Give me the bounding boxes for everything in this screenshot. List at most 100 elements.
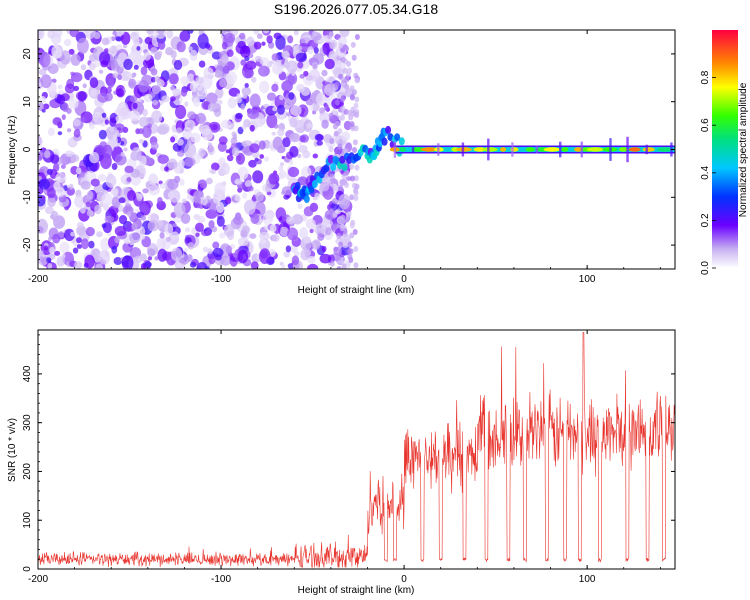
noise-blob bbox=[190, 132, 201, 143]
snr-y-tick-label: 0 bbox=[22, 566, 33, 572]
signal-peak bbox=[642, 147, 655, 152]
noise-blob bbox=[109, 117, 117, 127]
noise-blob bbox=[200, 124, 211, 136]
noise-blob bbox=[344, 83, 350, 90]
noise-blob bbox=[86, 209, 94, 217]
noise-blob bbox=[189, 49, 198, 61]
noise-blob bbox=[349, 232, 355, 239]
noise-blob bbox=[199, 182, 207, 188]
drift-blob bbox=[385, 125, 392, 134]
noise-blob bbox=[70, 53, 81, 66]
colorbar: 0.0 0.2 0.4 0.6 0.8 Normalized spectral ampl… bbox=[700, 30, 749, 275]
noise-blob bbox=[297, 176, 309, 186]
noise-blob bbox=[312, 196, 317, 201]
noise-blob bbox=[332, 211, 338, 218]
noise-blob bbox=[124, 165, 134, 174]
noise-blob bbox=[76, 237, 82, 244]
noise-blob bbox=[289, 146, 299, 158]
noise-blob bbox=[187, 122, 193, 128]
colorbar-gradient bbox=[712, 30, 738, 268]
noise-blob bbox=[223, 224, 235, 237]
noise-blob bbox=[53, 30, 63, 38]
noise-blob bbox=[343, 120, 352, 131]
noise-blob bbox=[41, 108, 46, 113]
noise-blob bbox=[57, 131, 63, 136]
noise-blob bbox=[258, 140, 266, 150]
noise-blob bbox=[179, 30, 191, 42]
noise-blob bbox=[127, 211, 132, 217]
noise-blob bbox=[338, 42, 344, 49]
noise-blob bbox=[197, 215, 206, 224]
noise-blob bbox=[299, 227, 308, 239]
noise-blob bbox=[156, 237, 167, 250]
noise-blob bbox=[57, 84, 63, 90]
signal-sidelobe bbox=[626, 136, 629, 163]
noise-blob bbox=[300, 86, 311, 97]
noise-blob bbox=[256, 33, 263, 39]
noise-blob bbox=[74, 195, 85, 208]
noise-blob bbox=[75, 167, 82, 175]
noise-blob bbox=[140, 215, 146, 221]
snr-series-line bbox=[38, 332, 675, 569]
noise-blob bbox=[148, 184, 161, 196]
noise-blob bbox=[131, 222, 138, 231]
noise-blob bbox=[85, 201, 91, 208]
signal-peak bbox=[561, 147, 569, 152]
noise-blob bbox=[147, 212, 159, 223]
spectrogram-y-tick-label: -20 bbox=[22, 237, 33, 252]
noise-blob bbox=[287, 166, 300, 178]
noise-blob bbox=[74, 261, 83, 269]
spectrogram-y-tick-label: 0 bbox=[22, 146, 33, 152]
signal-sidelobe bbox=[609, 138, 612, 161]
noise-blob bbox=[336, 233, 342, 240]
noise-blob bbox=[113, 257, 123, 265]
noise-blob bbox=[54, 250, 61, 256]
noise-blob bbox=[296, 45, 303, 51]
noise-blob bbox=[84, 30, 96, 39]
noise-blob bbox=[147, 248, 156, 257]
noise-blob bbox=[121, 255, 134, 269]
noise-blob bbox=[352, 139, 358, 146]
noise-blob bbox=[329, 260, 335, 267]
noise-blob bbox=[38, 150, 45, 160]
noise-blob bbox=[264, 224, 269, 231]
noise-blob bbox=[47, 30, 56, 39]
noise-blob bbox=[334, 99, 340, 106]
noise-blob bbox=[196, 85, 208, 100]
noise-blob bbox=[288, 159, 294, 165]
noise-blob bbox=[152, 85, 161, 95]
noise-blob bbox=[341, 263, 347, 269]
noise-blob bbox=[152, 99, 159, 106]
noise-blob bbox=[185, 237, 192, 244]
noise-blob bbox=[349, 121, 355, 127]
noise-blob bbox=[232, 215, 244, 225]
noise-blob bbox=[131, 147, 142, 161]
noise-blob bbox=[101, 193, 113, 206]
noise-blob bbox=[64, 206, 69, 211]
noise-blob bbox=[128, 110, 141, 122]
snr-x-label: Height of straight line (km) bbox=[298, 585, 415, 596]
noise-blob bbox=[134, 255, 143, 263]
noise-blob bbox=[110, 187, 119, 196]
noise-blob bbox=[335, 33, 340, 40]
noise-blob bbox=[279, 115, 284, 121]
noise-blob bbox=[332, 224, 338, 231]
signal-sidelobe bbox=[393, 141, 397, 158]
noise-blob bbox=[176, 127, 183, 134]
noise-blob bbox=[138, 139, 145, 144]
noise-blob bbox=[147, 220, 159, 232]
drift-blob bbox=[311, 180, 318, 188]
noise-blob bbox=[237, 166, 249, 180]
noise-blob bbox=[38, 102, 45, 111]
noise-blob bbox=[321, 119, 329, 129]
noise-blob bbox=[68, 98, 79, 109]
noise-blob bbox=[305, 218, 316, 230]
noise-blob bbox=[170, 136, 176, 143]
noise-blob bbox=[337, 143, 343, 150]
noise-blob bbox=[61, 102, 69, 113]
noise-blob bbox=[321, 218, 334, 231]
noise-blob bbox=[235, 152, 245, 165]
noise-blob bbox=[226, 49, 234, 57]
noise-blob bbox=[311, 239, 321, 250]
noise-blob bbox=[214, 70, 223, 79]
